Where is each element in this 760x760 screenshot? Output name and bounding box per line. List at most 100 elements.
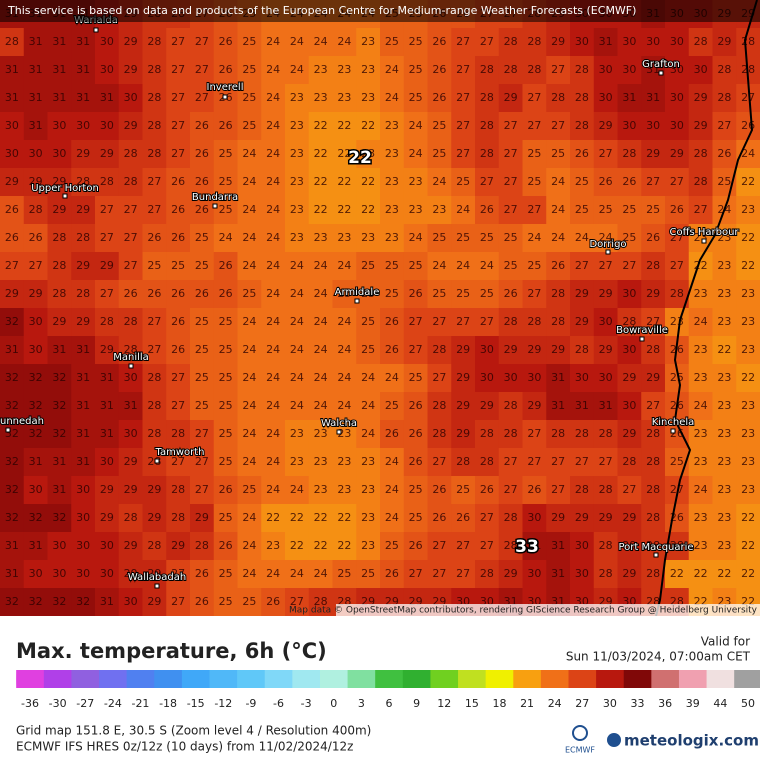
temperature-cell <box>213 224 238 253</box>
temperature-value: 28 <box>456 455 470 468</box>
temperature-value: 22 <box>314 119 328 132</box>
temperature-cell <box>736 280 760 309</box>
temperature-cell <box>712 448 737 477</box>
temperature-value: 29 <box>599 343 613 356</box>
temperature-value: 26 <box>219 63 233 76</box>
temperature-value: 24 <box>314 399 328 412</box>
temperature-cell <box>522 252 547 281</box>
town-label: Armidale <box>335 287 380 298</box>
temperature-value: 24 <box>337 343 351 356</box>
temperature-cell <box>451 532 476 561</box>
temperature-cell <box>142 364 167 393</box>
temperature-value: 26 <box>432 35 446 48</box>
temperature-value: 24 <box>409 147 423 160</box>
temperature-value: 31 <box>52 483 66 496</box>
temperature-cell <box>617 84 642 113</box>
temperature-cell <box>593 56 618 85</box>
temperature-value: 25 <box>219 595 233 608</box>
temperature-value: 31 <box>527 539 541 552</box>
temperature-cell <box>356 364 381 393</box>
temperature-value: 24 <box>337 315 351 328</box>
temperature-value: 25 <box>385 539 399 552</box>
temperature-cell <box>498 280 523 309</box>
temperature-value: 27 <box>124 231 138 244</box>
temperature-cell <box>356 224 381 253</box>
temperature-value: 32 <box>5 511 19 524</box>
temperature-value: 27 <box>100 203 114 216</box>
temperature-value: 31 <box>5 63 19 76</box>
temperature-cell <box>403 140 428 169</box>
temperature-value: 24 <box>266 119 280 132</box>
temperature-cell <box>190 336 215 365</box>
temperature-value: 27 <box>432 371 446 384</box>
temperature-cell <box>546 532 571 561</box>
temperature-value: 30 <box>76 567 90 580</box>
temperature-value: 24 <box>266 567 280 580</box>
temperature-cell <box>736 532 760 561</box>
temperature-cell <box>641 112 666 141</box>
temperature-cell <box>71 168 96 197</box>
temperature-value: 22 <box>337 119 351 132</box>
temperature-cell <box>522 560 547 589</box>
temperature-value: 31 <box>76 427 90 440</box>
temperature-value: 23 <box>741 483 755 496</box>
temperature-value: 25 <box>432 231 446 244</box>
temperature-cell <box>95 224 120 253</box>
temperature-value: 29 <box>599 119 613 132</box>
temperature-value: 29 <box>622 371 636 384</box>
temperature-cell <box>641 308 666 337</box>
temperature-cell <box>498 84 523 113</box>
temperature-cell <box>403 336 428 365</box>
colorbar-segment <box>181 670 210 688</box>
colorbar-label: -12 <box>214 697 232 710</box>
colorbar-label: 21 <box>520 697 534 710</box>
temperature-value: 30 <box>622 35 636 48</box>
temperature-cell <box>261 112 286 141</box>
temperature-value: 31 <box>599 399 613 412</box>
temperature-cell <box>142 252 167 281</box>
temperature-cell <box>665 168 690 197</box>
temperature-cell <box>522 420 547 449</box>
temperature-value: 26 <box>171 287 185 300</box>
temperature-cell <box>593 560 618 589</box>
temperature-cell <box>403 252 428 281</box>
temperature-value: 26 <box>385 343 399 356</box>
temperature-value: 24 <box>290 399 304 412</box>
temperature-cell <box>142 308 167 337</box>
temperature-cell <box>47 392 72 421</box>
temperature-cell <box>213 140 238 169</box>
temperature-value: 27 <box>432 455 446 468</box>
temperature-cell <box>498 448 523 477</box>
temperature-value: 30 <box>52 147 66 160</box>
temperature-value: 27 <box>480 35 494 48</box>
town-label: Kinchela <box>652 417 695 428</box>
temperature-value: 29 <box>575 315 589 328</box>
temperature-value: 28 <box>314 595 328 608</box>
temperature-value: 25 <box>361 343 375 356</box>
temperature-value: 24 <box>314 567 328 580</box>
temperature-cell <box>427 28 452 57</box>
town-label: Coffs Harbour <box>669 227 739 238</box>
temperature-cell <box>285 532 310 561</box>
temperature-value: 26 <box>409 427 423 440</box>
temperature-value: 30 <box>622 399 636 412</box>
temperature-value: 24 <box>337 259 351 272</box>
temperature-value: 25 <box>171 259 185 272</box>
temperature-value: 26 <box>622 175 636 188</box>
temperature-cell <box>95 392 120 421</box>
temperature-cell <box>380 364 405 393</box>
temperature-cell <box>641 140 666 169</box>
temperature-value: 28 <box>694 35 708 48</box>
temperature-cell <box>593 532 618 561</box>
temperature-value: 31 <box>52 63 66 76</box>
temperature-cell <box>285 560 310 589</box>
temperature-cell <box>380 392 405 421</box>
temperature-value: 29 <box>599 511 613 524</box>
temperature-grid: 31 31 31 31 30 29 28 28 27 26 25 24 24 24 24 24 25 25 26 26… <box>0 0 760 617</box>
temperature-cell <box>712 280 737 309</box>
temperature-value: 27 <box>195 91 209 104</box>
temperature-cell <box>142 532 167 561</box>
temperature-value: 29 <box>124 63 138 76</box>
temperature-cell <box>308 28 333 57</box>
temperature-value: 24 <box>242 175 256 188</box>
